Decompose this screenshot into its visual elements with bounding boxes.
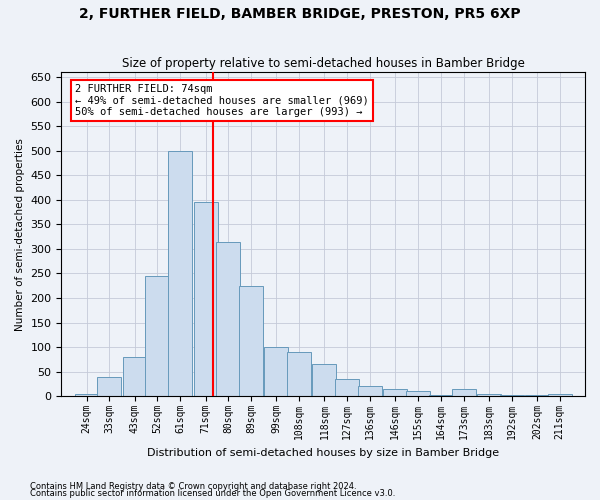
- Bar: [97, 376, 121, 396]
- Bar: [145, 276, 169, 396]
- Bar: [452, 389, 476, 396]
- Text: Contains HM Land Registry data © Crown copyright and database right 2024.: Contains HM Land Registry data © Crown c…: [30, 482, 356, 491]
- Text: 2 FURTHER FIELD: 74sqm
← 49% of semi-detached houses are smaller (969)
50% of se: 2 FURTHER FIELD: 74sqm ← 49% of semi-det…: [75, 84, 369, 117]
- Title: Size of property relative to semi-detached houses in Bamber Bridge: Size of property relative to semi-detach…: [122, 56, 524, 70]
- Bar: [122, 357, 147, 397]
- Text: 2, FURTHER FIELD, BAMBER BRIDGE, PRESTON, PR5 6XP: 2, FURTHER FIELD, BAMBER BRIDGE, PRESTON…: [79, 8, 521, 22]
- X-axis label: Distribution of semi-detached houses by size in Bamber Bridge: Distribution of semi-detached houses by …: [147, 448, 499, 458]
- Bar: [217, 242, 241, 396]
- Bar: [525, 395, 549, 396]
- Bar: [265, 347, 289, 397]
- Bar: [194, 202, 218, 396]
- Y-axis label: Number of semi-detached properties: Number of semi-detached properties: [15, 138, 25, 330]
- Bar: [383, 389, 407, 396]
- Bar: [335, 379, 359, 396]
- Bar: [429, 395, 453, 396]
- Bar: [500, 395, 524, 396]
- Bar: [358, 386, 382, 396]
- Bar: [168, 150, 192, 396]
- Bar: [548, 394, 572, 396]
- Bar: [74, 394, 98, 396]
- Bar: [313, 364, 337, 396]
- Bar: [406, 392, 430, 396]
- Text: Contains public sector information licensed under the Open Government Licence v3: Contains public sector information licen…: [30, 489, 395, 498]
- Bar: [477, 394, 501, 396]
- Bar: [287, 352, 311, 397]
- Bar: [239, 286, 263, 397]
